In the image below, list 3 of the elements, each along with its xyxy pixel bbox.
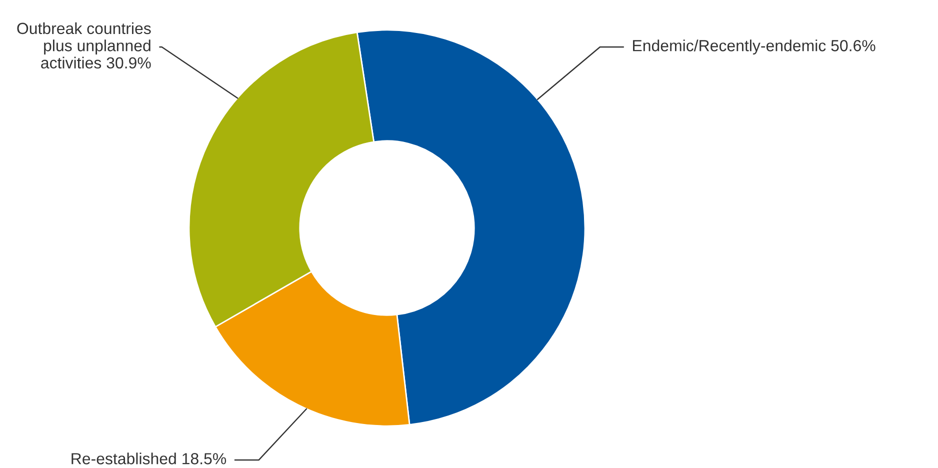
slice-label: Outbreak countries plus unplanned activities 30.9% [17,22,151,69]
slice-label: Re-established 18.5% [72,452,226,464]
slice-label: Endemic/Recently-endemic 50.6% [633,40,876,54]
